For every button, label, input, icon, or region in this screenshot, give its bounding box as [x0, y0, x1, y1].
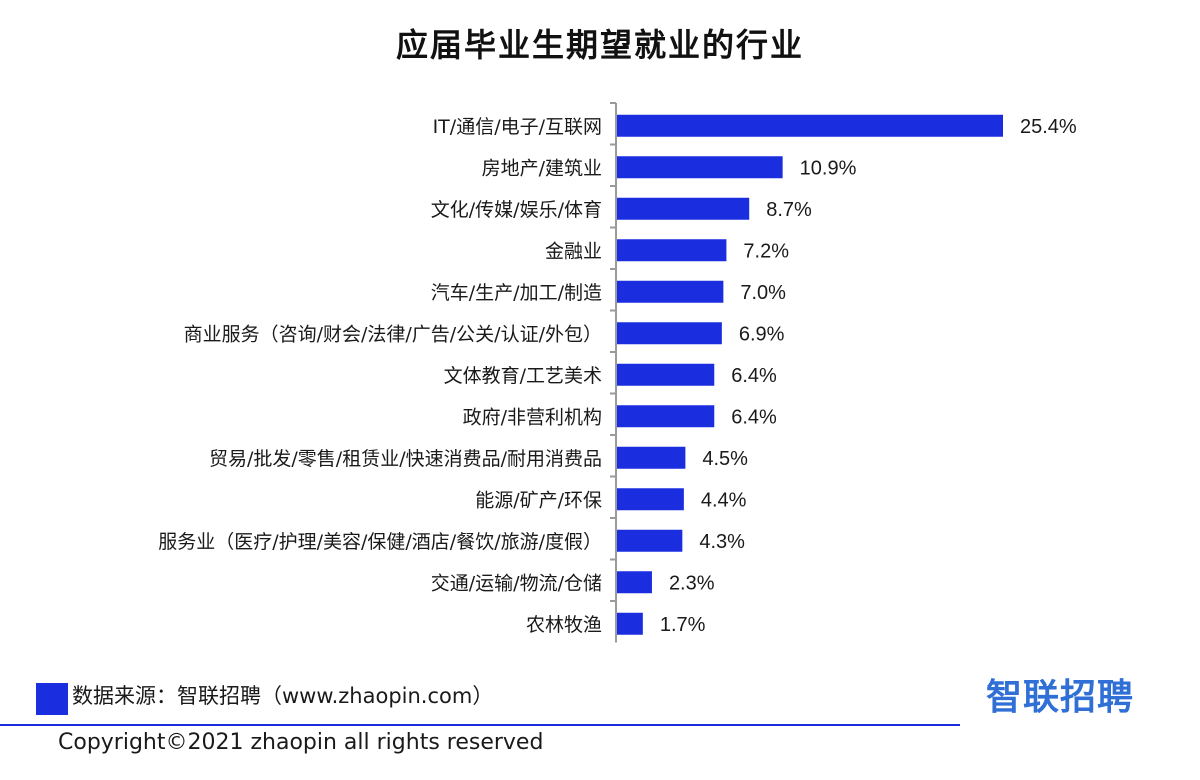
data-source-note: 数据来源：智联招聘（www.zhaopin.com）: [72, 684, 494, 708]
value-label: 7.0%: [740, 282, 786, 304]
value-label: 2.3%: [669, 572, 715, 594]
value-label: 8.7%: [766, 199, 812, 221]
category-label: 交通/运输/物流/仓储: [431, 572, 602, 594]
bar: [617, 612, 643, 635]
bar: [617, 571, 652, 594]
bar: [617, 446, 686, 469]
value-label: 4.5%: [702, 448, 748, 470]
category-label: IT/通信/电子/互联网: [433, 116, 602, 138]
value-label: 7.2%: [743, 240, 789, 262]
category-label: 汽车/生产/加工/制造: [431, 282, 602, 304]
category-label: 金融业: [545, 240, 602, 262]
bar-chart: IT/通信/电子/互联网 25.4% 房地产/建筑业 10.9% 文化/传媒/娱乐/体育…: [158, 102, 1077, 643]
bar: [617, 405, 715, 428]
chart-title: 应届毕业生期望就业的行业: [395, 26, 804, 64]
bar: [617, 363, 715, 386]
value-label: 4.4%: [701, 489, 747, 511]
category-label: 房地产/建筑业: [482, 157, 602, 179]
category-label: 贸易/批发/零售/租赁业/快速消费品/耐用消费品: [209, 448, 602, 470]
bar: [617, 529, 683, 552]
category-label: 商业服务（咨询/财会/法律/广告/公关/认证/外包）: [184, 323, 602, 345]
bar: [617, 197, 750, 220]
value-label: 6.4%: [731, 406, 777, 428]
copyright-notice: Copyright©2021 zhaopin all rights reserv…: [58, 730, 544, 755]
value-label: 25.4%: [1020, 116, 1077, 138]
bar: [617, 239, 727, 262]
category-label: 能源/矿产/环保: [475, 489, 602, 511]
category-label: 文化/传媒/娱乐/体育: [431, 199, 602, 221]
bar: [617, 114, 1003, 137]
bar: [617, 280, 724, 303]
value-label: 6.4%: [731, 365, 777, 387]
category-label: 政府/非营利机构: [463, 406, 602, 428]
bar: [617, 322, 722, 345]
brand-logo: 智联招聘: [986, 677, 1135, 718]
bar: [617, 156, 783, 179]
category-label: 农林牧渔: [526, 614, 602, 636]
category-label: 服务业（医疗/护理/美容/保健/酒店/餐饮/旅游/度假）: [158, 531, 602, 553]
value-label: 1.7%: [660, 614, 706, 636]
value-label: 6.9%: [739, 323, 785, 345]
category-label: 文体教育/工艺美术: [444, 365, 602, 387]
bar: [617, 488, 684, 511]
legend-square-icon: [36, 683, 68, 715]
footer-divider: [0, 724, 960, 726]
value-label: 4.3%: [699, 531, 745, 553]
value-label: 10.9%: [800, 157, 857, 179]
